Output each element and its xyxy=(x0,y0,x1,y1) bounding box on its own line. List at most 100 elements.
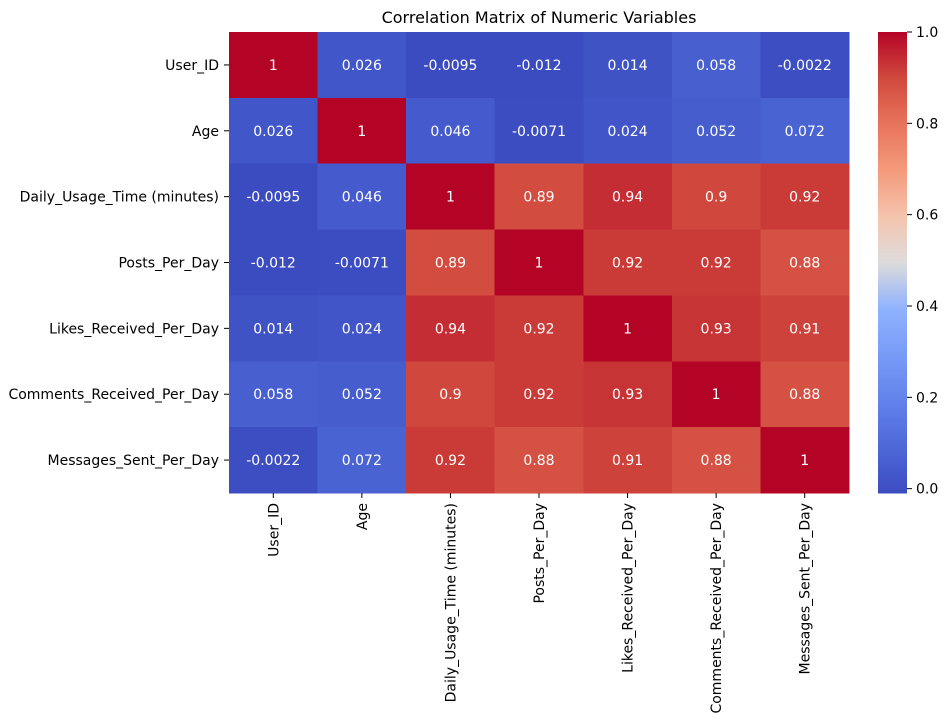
colorbar-segment xyxy=(878,160,907,163)
cell-value-label: 0.026 xyxy=(342,58,382,74)
cell-value-label: 0.91 xyxy=(612,453,643,469)
colorbar-segment xyxy=(878,408,907,412)
heatmap-cell xyxy=(760,229,850,296)
colorbar-segment xyxy=(878,466,907,470)
colorbar-segment xyxy=(878,200,907,203)
colorbar-segment xyxy=(878,388,907,392)
colorbar-segment xyxy=(878,290,907,294)
colorbar-segment xyxy=(878,438,907,442)
colorbar-segment xyxy=(878,128,907,131)
heatmap-cell xyxy=(229,295,319,362)
heatmap-cell xyxy=(671,295,761,362)
y-tick-label: Likes_Received_Per_Day xyxy=(49,321,219,337)
colorbar-segment xyxy=(878,330,907,334)
colorbar-segment xyxy=(878,302,907,306)
colorbar-segment xyxy=(878,426,907,430)
heatmap-cell xyxy=(760,97,850,165)
cell-value-label: 0.88 xyxy=(789,256,820,272)
colorbar-segment xyxy=(878,452,907,456)
cell-value-label: 0.93 xyxy=(612,387,643,403)
colorbar-segment xyxy=(878,120,907,123)
colorbar-segment xyxy=(878,296,907,300)
y-tick-label: Daily_Usage_Time (minutes) xyxy=(20,190,219,206)
heatmap-cell xyxy=(760,32,850,99)
y-tick-label: Age xyxy=(192,124,219,140)
colorbar-segment xyxy=(878,278,907,282)
colorbar-segment xyxy=(878,384,907,388)
colorbar-segment xyxy=(878,310,907,314)
cell-value-label: 0.92 xyxy=(523,321,554,337)
colorbar-segment xyxy=(878,214,907,217)
colorbar-segment xyxy=(878,174,907,177)
cell-value-label: 0.93 xyxy=(701,321,732,337)
colorbar-segment xyxy=(878,74,907,77)
colorbar-segment xyxy=(878,132,907,135)
colorbar-segment xyxy=(878,196,907,199)
colorbar-segment xyxy=(878,172,907,175)
colorbar-segment xyxy=(878,460,907,464)
colorbar-segment xyxy=(878,152,907,155)
colorbar-segment xyxy=(878,288,907,292)
heatmap-cell xyxy=(317,229,407,296)
colorbar-segment xyxy=(878,150,907,153)
colorbar-segment xyxy=(878,380,907,384)
colorbar-segment xyxy=(878,456,907,460)
colorbar-segment xyxy=(878,136,907,139)
colorbar-segment xyxy=(878,254,907,258)
colorbar-segment xyxy=(878,60,907,63)
colorbar-segment xyxy=(878,244,907,248)
colorbar-segment xyxy=(878,284,907,288)
colorbar-segment xyxy=(878,470,907,474)
colorbar-segment xyxy=(878,112,907,115)
cell-value-label: 0.92 xyxy=(612,256,643,272)
colorbar-segment xyxy=(878,252,907,256)
heatmap-cell-labels: 1 0.026 -0.0095 -0.012 0.014 0.058 -0.0022 0.02… xyxy=(246,58,831,469)
heatmap-cell xyxy=(494,295,584,362)
x-tick-label: User_ID xyxy=(266,503,282,557)
cell-value-label: 1 xyxy=(800,453,809,469)
heatmap-cells xyxy=(229,32,850,494)
colorbar-segment xyxy=(878,454,907,458)
colorbar-segment xyxy=(878,220,907,224)
colorbar-segment xyxy=(878,166,907,169)
colorbar-segment xyxy=(878,222,907,226)
heatmap-cell xyxy=(229,97,319,165)
colorbar-tick-label: 0.8 xyxy=(916,116,938,132)
colorbar-segment xyxy=(878,306,907,310)
colorbar-segment xyxy=(878,348,907,352)
colorbar-segment xyxy=(878,186,907,189)
colorbar-segment xyxy=(878,92,907,95)
heatmap-cell xyxy=(760,295,850,362)
colorbar-segment xyxy=(878,274,907,278)
colorbar-segment xyxy=(878,442,907,446)
x-tick-label: Age xyxy=(355,503,371,530)
colorbar-segment xyxy=(878,64,907,67)
colorbar-segment xyxy=(878,350,907,354)
x-tick-label: Comments_Received_Per_Day xyxy=(709,503,725,714)
colorbar-segment xyxy=(878,272,907,276)
colorbar-segment xyxy=(878,396,907,400)
colorbar-segment xyxy=(878,140,907,143)
heatmap-cell xyxy=(229,229,319,296)
colorbar-segment xyxy=(878,46,907,49)
colorbar-segment xyxy=(878,250,907,254)
colorbar-segment xyxy=(878,162,907,165)
colorbar-segment xyxy=(878,134,907,137)
colorbar-segment xyxy=(878,42,907,45)
colorbar-segment xyxy=(878,204,907,207)
colorbar-segment xyxy=(878,346,907,350)
colorbar-segment xyxy=(878,480,907,484)
colorbar-segment xyxy=(878,444,907,448)
colorbar-segment xyxy=(878,190,907,193)
colorbar-segment xyxy=(878,488,907,492)
colorbar-segment xyxy=(878,428,907,432)
colorbar-segment xyxy=(878,76,907,79)
heatmap-cell xyxy=(406,97,496,165)
cell-value-label: 0.94 xyxy=(612,190,643,206)
colorbar-segment xyxy=(878,102,907,105)
cell-value-label: -0.012 xyxy=(251,256,296,272)
colorbar-segment xyxy=(878,368,907,372)
colorbar-segment xyxy=(878,420,907,424)
colorbar-segment xyxy=(878,98,907,101)
